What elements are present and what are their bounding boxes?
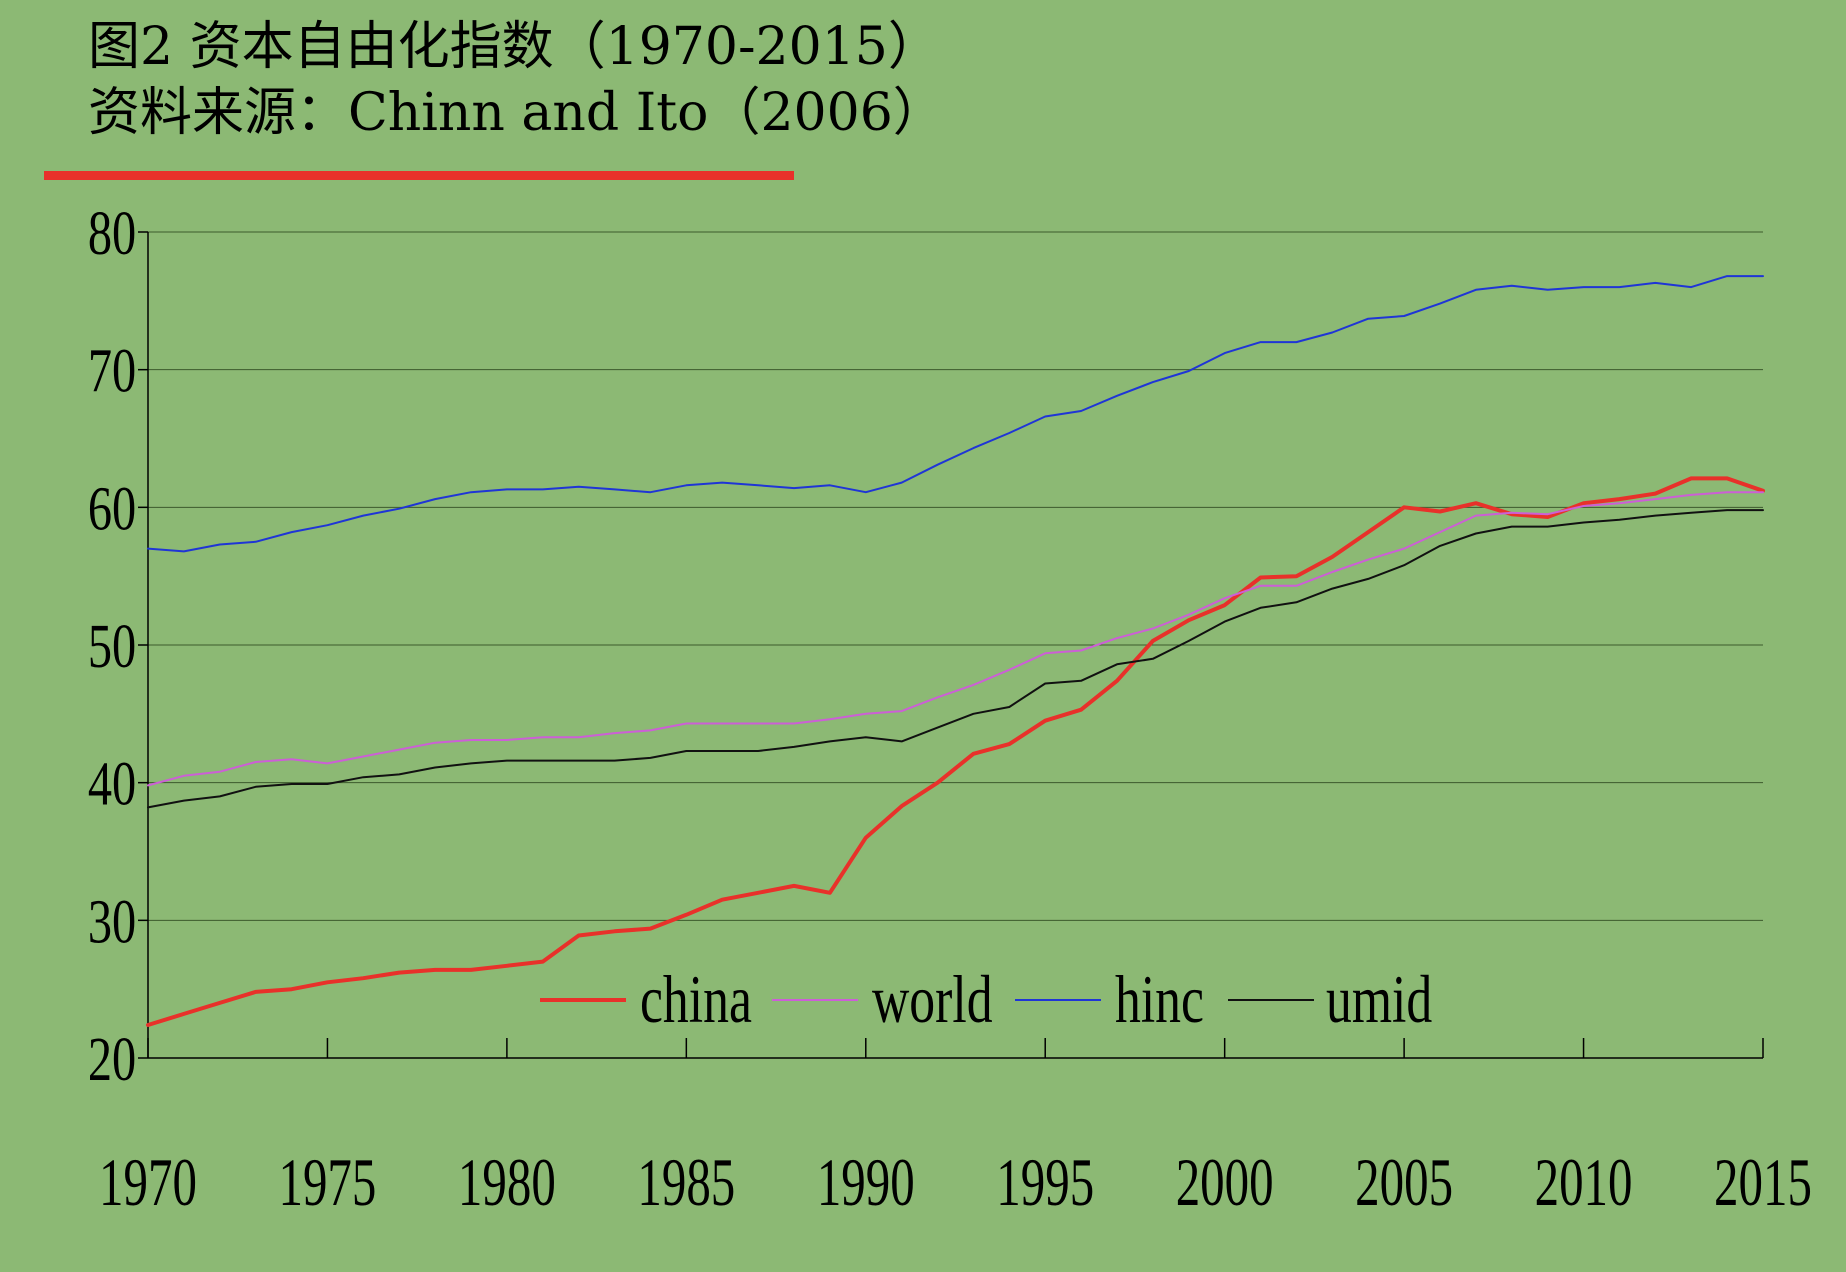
x-tick-label: 2010 (1535, 1144, 1633, 1220)
x-tick-labels: 1970 1975 1980 1985 1990 1995 2000 2005 2010 2015 (99, 1144, 1812, 1220)
y-tick-labels: 20 30 40 50 60 70 80 (88, 199, 136, 1094)
x-tick-label: 1975 (278, 1144, 376, 1220)
series-line-china (146, 476, 1765, 1027)
y-tick-label: 50 (88, 612, 136, 681)
x-tick-label: 1995 (996, 1144, 1094, 1220)
y-tick-label: 30 (88, 888, 136, 957)
series-line-hinc (147, 275, 1764, 553)
y-tick-label: 60 (88, 475, 136, 544)
y-tick-label: 20 (88, 1025, 136, 1094)
y-tick-label: 80 (88, 199, 136, 268)
x-tick-label: 2015 (1714, 1144, 1812, 1220)
series-line-umid (147, 509, 1764, 809)
y-tick-label: 40 (88, 750, 136, 819)
series-lines (146, 275, 1765, 1027)
x-tick-label: 1990 (817, 1144, 915, 1220)
legend-label-hinc: hinc (1115, 962, 1204, 1037)
x-tick-label: 2000 (1176, 1144, 1274, 1220)
axes (138, 231, 1764, 1059)
legend-label-china: china (640, 962, 752, 1037)
x-tick-label: 1985 (637, 1144, 735, 1220)
x-tick-label: 1980 (458, 1144, 556, 1220)
x-tick-label: 1970 (99, 1144, 197, 1220)
x-tick-label: 2005 (1355, 1144, 1453, 1220)
grid-lines (148, 231, 1763, 921)
title-underline (44, 171, 794, 180)
chart-title: 图2 资本自由化指数（1970-2015） (88, 17, 940, 77)
legend: china world hinc umid (540, 962, 1432, 1038)
series-line-world (147, 491, 1764, 787)
y-tick-label: 70 (88, 337, 136, 406)
legend-label-world: world (872, 962, 993, 1037)
legend-label-umid: umid (1326, 962, 1432, 1037)
chart-source: 资料来源：Chinn and Ito（2006） (88, 83, 945, 143)
chart-heading: 图2 资本自由化指数（1970-2015） 资料来源：Chinn and Ito… (88, 14, 945, 146)
